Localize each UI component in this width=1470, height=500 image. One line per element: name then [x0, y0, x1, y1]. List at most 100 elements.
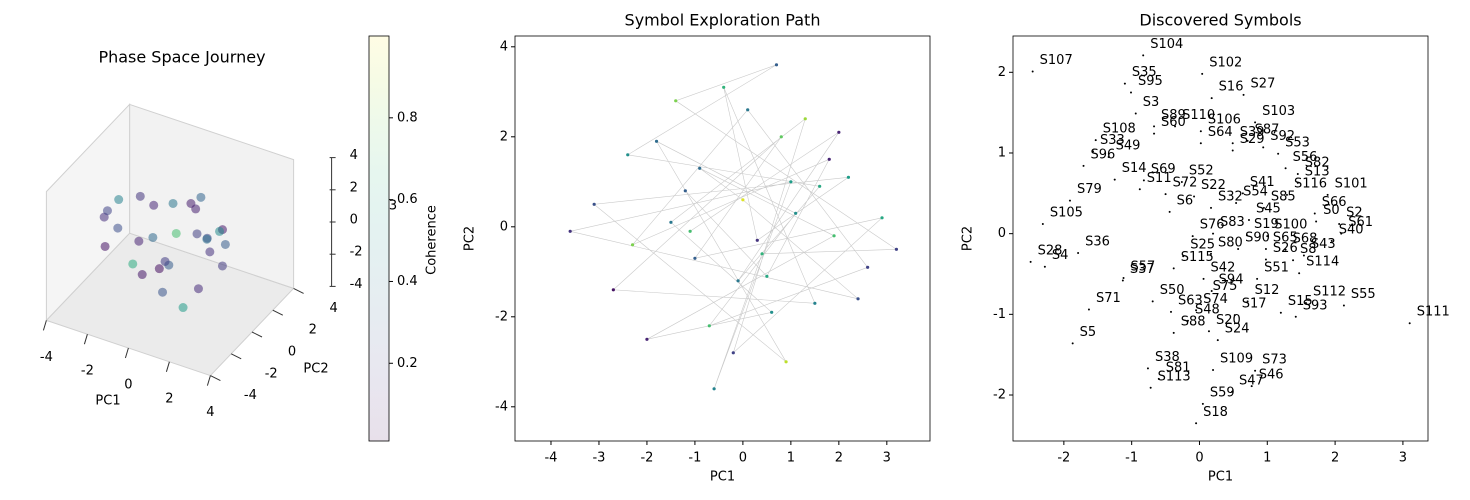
x-tick-label: 4 — [206, 405, 214, 420]
z-axis-label: 3 — [389, 199, 397, 214]
point — [856, 297, 860, 301]
x-tick-label: 1 — [1263, 451, 1271, 466]
point-label: S28 — [1038, 243, 1063, 258]
point — [1210, 97, 1213, 100]
point — [1129, 91, 1132, 94]
point — [100, 241, 110, 251]
point-label: S19 — [1254, 217, 1279, 232]
point-label: S81 — [1166, 360, 1191, 375]
axes-frame — [1012, 35, 1429, 442]
point-label: S64 — [1208, 125, 1233, 140]
point — [135, 191, 145, 201]
x-tick — [206, 375, 211, 386]
point-label: S2 — [1346, 205, 1363, 220]
x-tick-label: -2 — [1057, 451, 1070, 466]
point — [193, 284, 203, 294]
point — [1210, 206, 1213, 209]
point-label: S29 — [1240, 132, 1265, 147]
point — [1204, 296, 1207, 299]
point — [1296, 181, 1299, 184]
y-axis-label: PC2 — [961, 226, 976, 251]
point-label: S25 — [1190, 238, 1215, 253]
point — [1302, 254, 1305, 257]
point-label: S47 — [1239, 373, 1264, 388]
point-label: S17 — [1242, 297, 1267, 312]
point — [774, 63, 779, 67]
point — [1180, 181, 1183, 184]
colorbar-tick-label: 0.8 — [397, 110, 418, 125]
point — [1082, 164, 1085, 167]
point — [114, 195, 124, 205]
point — [770, 310, 774, 314]
point — [1233, 314, 1236, 317]
point — [168, 198, 178, 208]
point — [1277, 152, 1280, 155]
point-label: S105 — [1050, 205, 1083, 220]
point — [765, 274, 769, 278]
point-label: S93 — [1303, 298, 1328, 313]
point — [1031, 70, 1034, 73]
point-label: S45 — [1256, 201, 1281, 216]
point — [1279, 311, 1282, 314]
point-label: S83 — [1220, 215, 1245, 230]
point-label: S108 — [1103, 122, 1136, 137]
point — [196, 192, 206, 202]
colorbar — [368, 35, 390, 442]
y-tick-label: 4 — [500, 39, 508, 54]
point — [1087, 308, 1090, 311]
point — [1202, 277, 1205, 280]
point-label: S0 — [1323, 203, 1340, 218]
point — [1169, 310, 1172, 313]
point-label: S89 — [1161, 108, 1186, 123]
point — [1138, 188, 1141, 191]
point — [215, 226, 225, 236]
point — [1172, 331, 1175, 334]
point — [1304, 302, 1307, 305]
point-label: S63 — [1178, 293, 1203, 308]
point-label: S14 — [1122, 161, 1147, 176]
point-label: S20 — [1216, 313, 1241, 328]
point — [1191, 235, 1194, 238]
y-tick-label: -2 — [495, 309, 508, 324]
point — [1231, 390, 1234, 393]
point — [813, 301, 817, 305]
point-label: S88 — [1181, 314, 1206, 329]
point — [137, 270, 147, 280]
point — [1146, 367, 1149, 370]
point — [707, 324, 711, 328]
z-tick-label: 2 — [350, 180, 358, 195]
point — [186, 199, 196, 208]
point — [1142, 179, 1145, 182]
point-label: S116 — [1294, 176, 1327, 191]
point — [568, 229, 572, 233]
point-label: S109 — [1220, 352, 1253, 367]
point — [1195, 309, 1198, 312]
point-label: S96 — [1091, 147, 1116, 162]
point-label: S69 — [1151, 162, 1176, 177]
point-label: S94 — [1219, 272, 1244, 287]
title: Discovered Symbols — [1139, 11, 1301, 30]
point — [626, 153, 630, 157]
point-label: S13 — [1305, 164, 1330, 179]
point — [741, 198, 745, 202]
y-axis-label: PC2 — [303, 362, 328, 377]
point — [760, 252, 764, 256]
point-label: S27 — [1251, 76, 1276, 91]
point-label: S36 — [1085, 235, 1110, 250]
point — [1172, 267, 1175, 270]
point — [1256, 277, 1259, 280]
point-label: S71 — [1096, 291, 1121, 306]
y-tick — [251, 331, 263, 338]
point-label: S111 — [1417, 305, 1450, 320]
point-label: S102 — [1209, 55, 1242, 70]
point-label: S18 — [1203, 405, 1228, 420]
point — [837, 130, 841, 134]
point-label: S6 — [1177, 193, 1194, 208]
point — [1164, 193, 1167, 196]
point — [1077, 252, 1080, 255]
point — [1216, 339, 1219, 342]
point — [803, 117, 807, 121]
point — [113, 223, 123, 233]
point-label: S66 — [1322, 195, 1347, 210]
